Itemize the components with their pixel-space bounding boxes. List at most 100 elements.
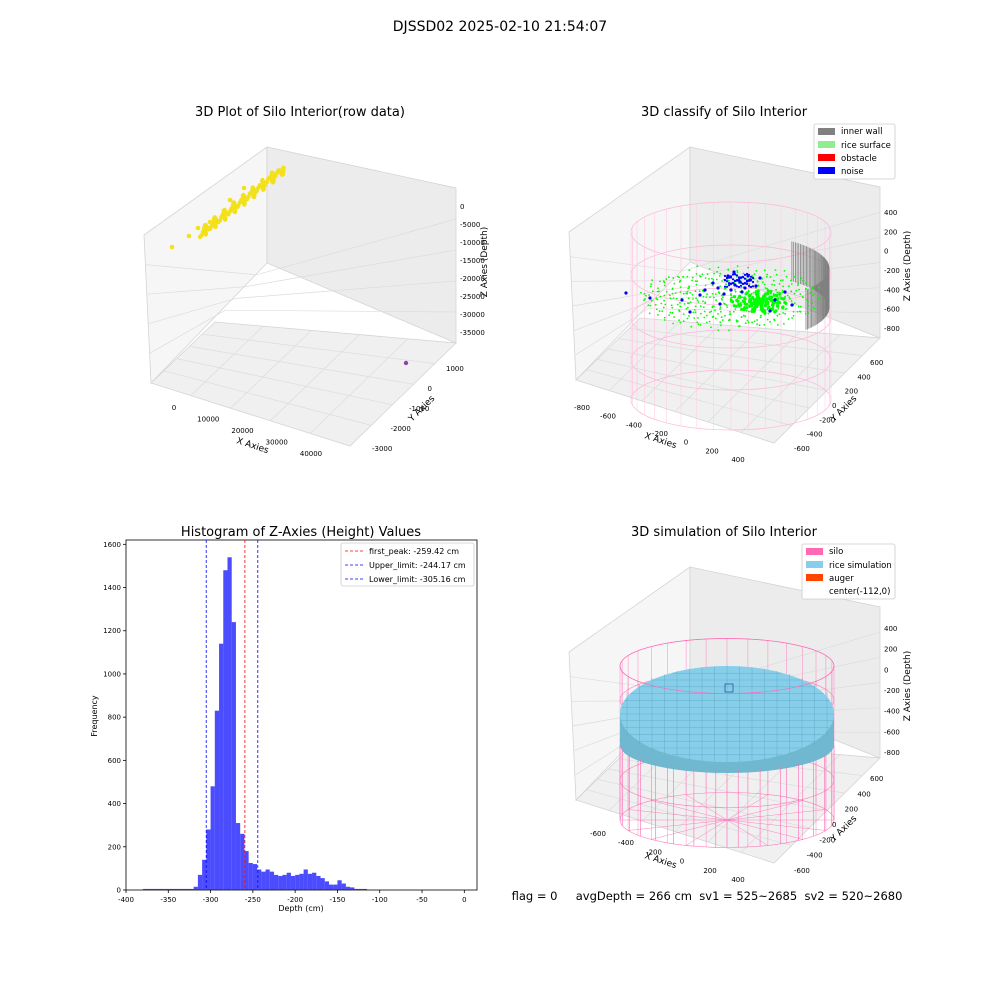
- rice-surface-point: [690, 325, 693, 328]
- noise-point: [735, 274, 739, 277]
- rice-surface-point: [663, 299, 665, 302]
- rice-surface-point: [759, 307, 763, 311]
- rice-surface-point: [671, 306, 674, 309]
- rice-surface-point: [702, 306, 705, 308]
- rice-surface-point: [709, 296, 711, 298]
- rice-surface-point: [708, 278, 710, 280]
- rice-surface-point: [714, 309, 716, 312]
- rice-surface-point: [734, 308, 737, 310]
- histogram-bar: [320, 878, 325, 890]
- rice-surface-point: [748, 298, 752, 302]
- histogram-bar: [303, 869, 308, 890]
- rice-surface-point: [708, 311, 711, 314]
- rice-surface-point: [779, 279, 782, 282]
- noise-point: [747, 279, 751, 282]
- classify-legend: inner wall rice surface obstacle noise: [813, 123, 896, 180]
- rice-surface-point: [766, 273, 769, 276]
- rice-surface-point: [720, 298, 723, 300]
- rice-surface-point: [682, 320, 685, 322]
- histogram-bar: [257, 869, 262, 890]
- rice-surface-point: [708, 320, 711, 323]
- rice-surface-point: [679, 321, 682, 324]
- simulation-x-tick: -400: [618, 839, 634, 847]
- rice-surface-point: [727, 269, 730, 271]
- rice-surface-point: [662, 280, 665, 282]
- rice-surface-point: [679, 286, 682, 288]
- rice-surface-point: [672, 297, 675, 299]
- rice-surface-point: [719, 321, 722, 324]
- rice-surface-point: [754, 297, 758, 301]
- raw-point: [264, 180, 269, 185]
- noise-point: [745, 280, 749, 283]
- rice-surface-point: [669, 294, 671, 297]
- rice-surface-point: [711, 305, 714, 308]
- classify-x-tick-labels: -800 -600 -400 -200 0 200 400: [574, 404, 745, 464]
- noise-point: [743, 281, 747, 285]
- simulation-z-tick: -600: [884, 728, 900, 736]
- rice-surface-point: [697, 317, 699, 319]
- rice-surface-point: [778, 283, 781, 285]
- panel-simulation-title: 3D simulation of Silo Interior: [631, 525, 818, 540]
- panel-raw-data: 3D Plot of Silo Interior(row data) 0 1000…: [143, 105, 490, 458]
- rice-surface-point: [771, 303, 775, 308]
- simulation-y-tick: 400: [857, 790, 870, 798]
- rice-surface-point: [650, 283, 653, 285]
- rice-surface-point: [657, 287, 659, 290]
- noise-point: [729, 282, 733, 285]
- rice-surface-point: [696, 280, 699, 283]
- histogram-bar: [282, 874, 287, 890]
- classify-x-tick: -400: [626, 421, 642, 429]
- rice-surface-point: [767, 297, 771, 301]
- noise-point: [723, 274, 727, 278]
- raw-z-tick: -5000: [460, 221, 480, 229]
- noise-point: [723, 278, 727, 282]
- legend-label-silo: silo: [829, 547, 843, 557]
- rice-surface-point: [655, 297, 658, 300]
- rice-surface-point: [740, 286, 742, 289]
- histogram-x-tick-label: -100: [372, 896, 388, 904]
- histogram-bar: [231, 622, 236, 890]
- rice-surface-point: [649, 285, 652, 288]
- rice-surface-point: [685, 308, 688, 310]
- rice-surface-point: [752, 291, 755, 294]
- rice-surface-point: [668, 314, 671, 316]
- rice-surface-point: [763, 269, 766, 272]
- rice-surface-point: [665, 278, 668, 280]
- panel-histogram: Histogram of Z-Axies (Height) Values -40…: [90, 525, 478, 913]
- rice-surface-point: [694, 311, 697, 314]
- classify-x-tick: 400: [731, 456, 744, 464]
- noise-point: [743, 286, 747, 290]
- status-line: flag = 0 avgDepth = 266 cm sv1 = 525~268…: [512, 889, 903, 903]
- rice-surface-point: [691, 294, 694, 296]
- legend-label-upper-limit: Upper_limit: -244.17 cm: [369, 561, 466, 570]
- classify-x-tick: 0: [684, 439, 688, 447]
- rice-surface-point: [759, 305, 763, 309]
- raw-point: [227, 197, 233, 203]
- legend-label-noise: noise: [841, 167, 864, 177]
- classify-z-tick: -800: [884, 325, 900, 333]
- rice-surface-point: [811, 302, 813, 305]
- noise-point: [737, 276, 741, 279]
- rice-surface-point: [689, 291, 692, 294]
- classify-x-tick: -800: [574, 404, 590, 412]
- rice-surface-point: [722, 296, 724, 299]
- rice-surface-point: [784, 301, 788, 305]
- simulation-x-tick-labels: -600 -400 -200 0 200 400: [590, 830, 745, 884]
- rice-surface-point: [699, 324, 702, 326]
- rice-surface-point: [782, 297, 786, 301]
- silo-bottom-spoke: [726, 794, 769, 821]
- rice-surface-point: [736, 271, 739, 274]
- histogram-x-tick-label: -300: [203, 896, 219, 904]
- panel-classify: 3D classify of Silo Interior -800 -600 -40…: [568, 105, 913, 464]
- rice-surface-point: [717, 313, 719, 315]
- histogram-bar: [362, 888, 368, 890]
- rice-surface-point: [807, 312, 809, 315]
- panel-raw-title: 3D Plot of Silo Interior(row data): [195, 105, 405, 120]
- rice-surface-point: [648, 294, 650, 296]
- rice-surface-point: [655, 308, 658, 311]
- classify-x-tick: -600: [600, 413, 616, 421]
- rice-surface-point: [756, 319, 758, 321]
- floor-gridline: [189, 346, 414, 385]
- simulation-y-tick: 200: [845, 806, 858, 814]
- rice-surface-point: [659, 295, 662, 298]
